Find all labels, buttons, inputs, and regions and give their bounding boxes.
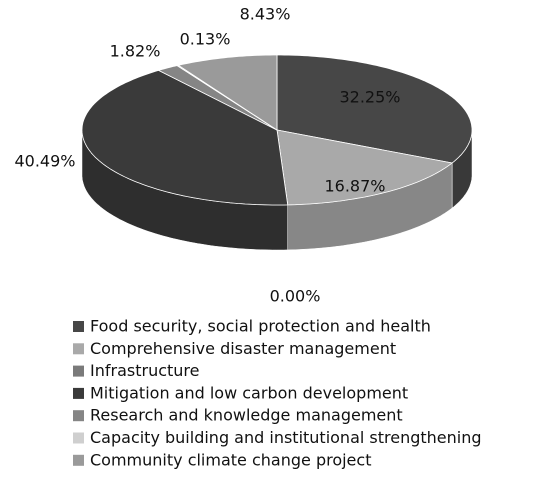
data-label: 0.13% — [180, 30, 231, 49]
legend-swatch — [73, 454, 84, 466]
slice — [276, 129, 454, 206]
legend-label: Community climate change project — [90, 450, 371, 469]
legend-swatch — [73, 343, 84, 355]
legend-swatch — [73, 432, 84, 444]
slice — [157, 65, 278, 131]
data-label: 16.87% — [324, 177, 385, 196]
legend-label: Comprehensive disaster management — [90, 339, 396, 358]
legend-label: Capacity building and institutional stre… — [90, 428, 482, 447]
data-label: 8.43% — [240, 5, 291, 24]
data-label: 32.25% — [339, 88, 400, 107]
data-label: 0.00% — [270, 287, 321, 306]
data-label: 40.49% — [14, 152, 75, 171]
legend-label: Mitigation and low carbon development — [90, 383, 408, 402]
legend-swatch — [73, 365, 84, 377]
slice — [276, 54, 473, 164]
legend-label: Research and knowledge management — [90, 406, 403, 425]
legend-swatch — [73, 387, 84, 399]
slice — [81, 69, 289, 206]
data-label: 1.82% — [110, 42, 161, 61]
slice — [177, 54, 278, 131]
legend-swatch — [73, 410, 84, 422]
slice-tops — [81, 54, 473, 206]
legend-label: Food security, social protection and hea… — [90, 317, 431, 336]
legend-label: Infrastructure — [90, 361, 199, 380]
legend-swatch — [73, 321, 84, 332]
